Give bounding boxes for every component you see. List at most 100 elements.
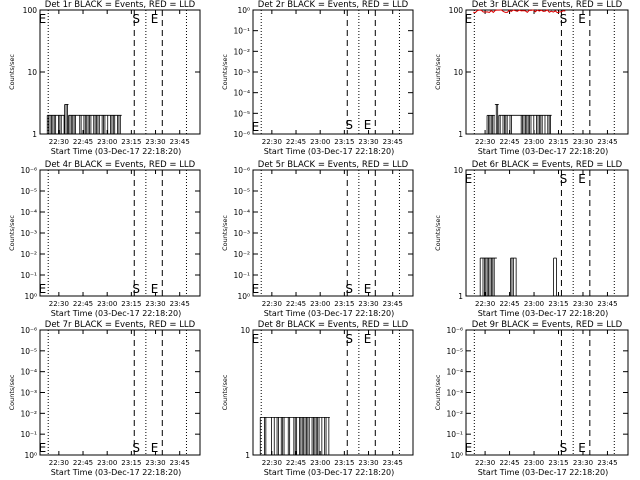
- x-tick-label: 23:45: [170, 138, 190, 146]
- chart-panel-4: Det 4r BLACK = Events, RED = LLD Counts/s…: [8, 160, 201, 318]
- marker-e: E: [578, 12, 586, 26]
- x-tick-label: 23:00: [310, 138, 330, 146]
- y-tick-label: 10: [240, 326, 250, 335]
- plot-frame: [465, 169, 629, 297]
- y-axis-label: Counts/sec: [8, 54, 16, 90]
- y-axis-label: Counts/sec: [434, 374, 442, 410]
- y-tick-label: 100: [449, 6, 464, 15]
- y-tick-label: 10⁻³: [20, 389, 37, 398]
- x-tick-label: 22:30: [475, 300, 495, 308]
- marker-e: E: [39, 12, 47, 26]
- y-tick-label: 10⁻⁴: [233, 89, 250, 98]
- y-tick-label: 10⁻²: [446, 409, 463, 418]
- marker-s: S: [345, 282, 353, 296]
- x-tick-label: 23:15: [548, 138, 568, 146]
- chart-title: Det 6r BLACK = Events, RED = LLD: [472, 160, 623, 170]
- marker-s: S: [560, 441, 568, 455]
- x-tick-label: 22:30: [475, 138, 495, 146]
- marker-e: E: [151, 282, 159, 296]
- x-tick-label: 23:30: [358, 459, 378, 467]
- y-tick-label: 10⁻¹: [20, 430, 37, 439]
- x-tick-label: 22:30: [49, 459, 69, 467]
- y-tick-label: 10⁻⁴: [20, 208, 37, 217]
- marker-e: E: [364, 332, 372, 346]
- y-axis-label: Counts/sec: [8, 374, 16, 410]
- y-tick-label: 10⁰: [450, 451, 463, 460]
- y-tick-label: 10⁰: [237, 6, 250, 15]
- chart-title: Det 8r BLACK = Events, RED = LLD: [258, 320, 409, 330]
- x-tick-label: 23:15: [121, 138, 141, 146]
- x-tick-label: 22:30: [49, 138, 69, 146]
- y-tick-label: 10⁰: [24, 292, 37, 301]
- y-tick-label: 1: [32, 130, 37, 139]
- x-tick-label: 23:45: [383, 459, 403, 467]
- plot-frame: [252, 169, 414, 297]
- y-tick-label: 10⁻⁶: [20, 166, 37, 175]
- y-tick-label: 10⁻⁴: [20, 368, 37, 377]
- y-tick-label: 10⁻¹: [233, 271, 250, 280]
- chart-title: Det 7r BLACK = Events, RED = LLD: [45, 320, 196, 330]
- marker-e: E: [252, 332, 260, 346]
- x-tick-label: 22:30: [262, 300, 282, 308]
- y-tick-label: 100: [23, 6, 38, 15]
- marker-s: S: [132, 12, 140, 26]
- y-tick-label: 10: [453, 166, 463, 175]
- plot-frame: [39, 329, 201, 456]
- chart-title: Det 3r BLACK = Events, RED = LLD: [472, 0, 623, 10]
- x-tick-label: 23:30: [573, 138, 593, 146]
- x-tick-label: 23:15: [548, 300, 568, 308]
- x-tick-label: 23:00: [97, 300, 117, 308]
- x-axis-label: Start Time (03-Dec-17 22:18:20): [264, 468, 395, 477]
- x-tick-label: 23:15: [121, 459, 141, 467]
- x-axis-label: Start Time (03-Dec-17 22:18:20): [51, 309, 182, 318]
- y-axis-label: Counts/sec: [221, 215, 229, 251]
- y-tick-label: 10⁻¹: [20, 271, 37, 280]
- x-axis-label: Start Time (03-Dec-17 22:18:20): [51, 147, 182, 156]
- y-axis-label: Counts/sec: [221, 54, 229, 90]
- x-tick-label: 23:45: [597, 459, 617, 467]
- y-tick-label: 10⁻⁵: [233, 187, 250, 196]
- chart-title: Det 9r BLACK = Events, RED = LLD: [472, 320, 623, 330]
- x-tick-label: 22:30: [475, 459, 495, 467]
- x-tick-label: 22:45: [73, 138, 93, 146]
- chart-panel-6: Det 6r BLACK = Events, RED = LLD Counts/s…: [434, 160, 629, 318]
- y-tick-label: 1: [245, 451, 250, 460]
- x-tick-label: 23:00: [310, 300, 330, 308]
- chart-title: Det 1r BLACK = Events, RED = LLD: [45, 0, 196, 10]
- chart-panel-9: Det 9r BLACK = Events, RED = LLD Counts/s…: [434, 320, 629, 477]
- x-tick-label: 22:45: [73, 459, 93, 467]
- marker-s: S: [345, 332, 353, 346]
- y-tick-label: 1: [458, 130, 463, 139]
- x-tick-label: 22:30: [262, 138, 282, 146]
- y-axis-label: Counts/sec: [8, 215, 16, 251]
- y-axis-label: Counts/sec: [221, 374, 229, 410]
- x-tick-label: 23:45: [170, 459, 190, 467]
- x-tick-label: 23:30: [145, 138, 165, 146]
- x-tick-label: 22:45: [499, 300, 519, 308]
- marker-e: E: [39, 282, 47, 296]
- marker-e: E: [465, 12, 473, 26]
- x-axis-label: Start Time (03-Dec-17 22:18:20): [264, 147, 395, 156]
- y-tick-label: 10⁻⁴: [233, 208, 250, 217]
- x-tick-label: 23:00: [524, 138, 544, 146]
- y-tick-label: 10⁻³: [446, 389, 463, 398]
- chart-panel-3: Det 3r BLACK = Events, RED = LLD Counts/s…: [434, 0, 629, 156]
- marker-e: E: [151, 12, 159, 26]
- y-tick-label: 10⁻³: [233, 68, 250, 77]
- y-axis-label: Counts/sec: [434, 215, 442, 251]
- x-tick-label: 23:45: [597, 138, 617, 146]
- marker-e: E: [252, 282, 260, 296]
- x-tick-label: 22:45: [499, 138, 519, 146]
- x-tick-label: 23:45: [383, 138, 403, 146]
- y-tick-label: 10⁻⁵: [446, 347, 463, 356]
- marker-s: S: [560, 12, 568, 26]
- y-tick-label: 10: [453, 68, 463, 77]
- y-tick-label: 10⁻⁶: [233, 130, 250, 139]
- x-tick-label: 23:00: [524, 459, 544, 467]
- y-tick-label: 10⁻⁵: [233, 109, 250, 118]
- x-tick-label: 23:00: [97, 459, 117, 467]
- marker-e: E: [39, 441, 47, 455]
- lld-series-line: [473, 9, 566, 14]
- y-tick-label: 10⁻⁶: [233, 166, 250, 175]
- marker-s: S: [132, 441, 140, 455]
